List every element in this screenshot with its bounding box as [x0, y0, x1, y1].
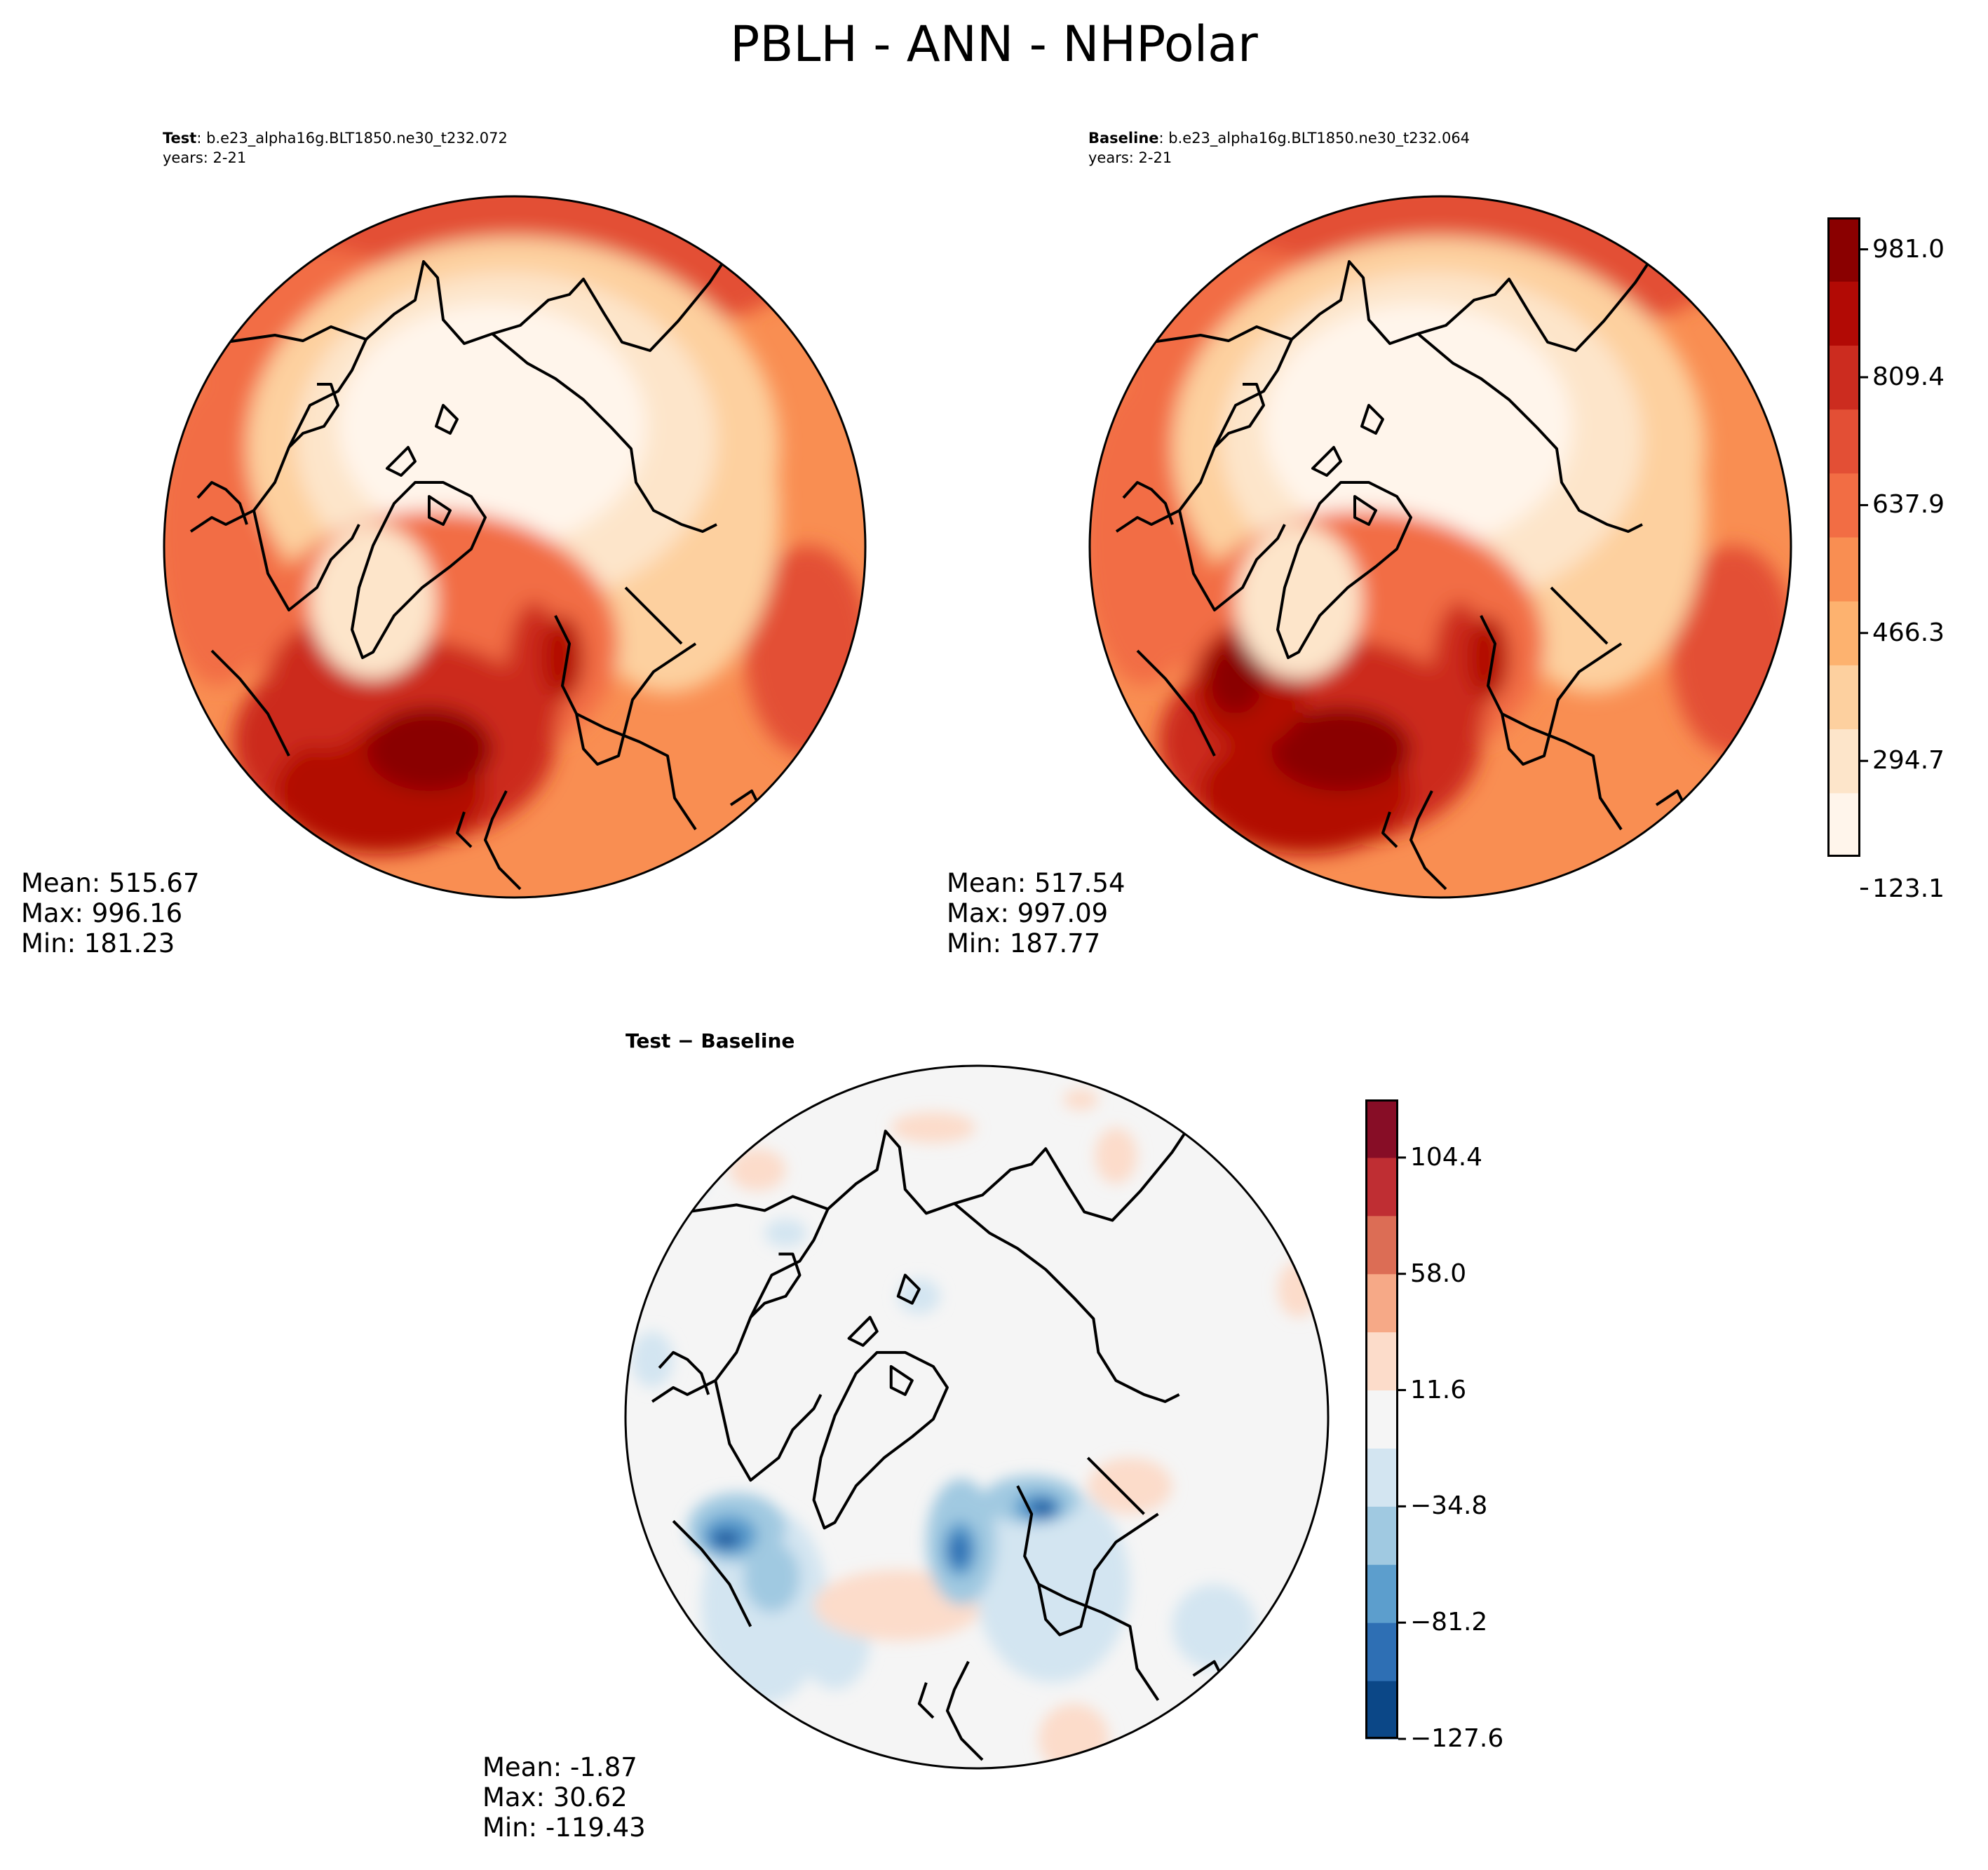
baseline-map	[1088, 195, 1792, 899]
field-colorbar-tick-label: 809.4	[1872, 363, 1945, 391]
diff-colorbar-segment	[1365, 1157, 1398, 1217]
diff-colorbar-tick-label: 11.6	[1410, 1375, 1467, 1404]
field-colorbar-segment	[1827, 217, 1860, 282]
diff-colorbar-tick-label: −81.2	[1410, 1608, 1488, 1637]
baseline-mean: Mean: 517.54	[947, 868, 1125, 898]
test-mean: Mean: 515.67	[21, 868, 200, 898]
baseline-min: Min: 187.77	[947, 928, 1101, 958]
field-colorbar-tick-label: 294.7	[1872, 746, 1945, 775]
field-colorbar-tick-label: 981.0	[1872, 234, 1945, 264]
baseline-stats: Mean: 517.54 Max: 997.09 Min: 187.77	[947, 868, 1125, 958]
field-colorbar-tick-label: 637.9	[1872, 490, 1945, 520]
baseline-case-name: : b.e23_alpha16g.BLT1850.ne30_t232.064	[1158, 130, 1470, 147]
test-map	[163, 195, 867, 899]
diff-colorbar-segment	[1365, 1099, 1398, 1158]
baseline-label: Baseline	[1088, 130, 1159, 147]
diff-colorbar-segment	[1365, 1390, 1398, 1449]
diff-colorbar-tick-label: 104.4	[1410, 1142, 1483, 1172]
figure-title: PBLH - ANN - NHPolar	[730, 15, 1258, 73]
diff-colorbar-segment	[1365, 1506, 1398, 1565]
field-colorbar-segment	[1827, 792, 1860, 858]
field-colorbar-segment	[1827, 281, 1860, 346]
diff-colorbar-tick-label: 58.0	[1410, 1259, 1467, 1288]
field-colorbar-segment	[1827, 665, 1860, 730]
diff-max: Max: 30.62	[482, 1782, 628, 1813]
test-stats: Mean: 515.67 Max: 996.16 Min: 181.23	[21, 868, 200, 958]
field-colorbar-tick-label: 123.1	[1872, 874, 1945, 903]
field-colorbar-segment	[1827, 729, 1860, 794]
field-colorbar	[1827, 217, 1868, 890]
diff-colorbar-segment	[1365, 1681, 1398, 1740]
field-colorbar-tick-label: 466.3	[1872, 618, 1945, 647]
test-min: Min: 181.23	[21, 928, 175, 958]
diff-colorbar-segment	[1365, 1273, 1398, 1333]
diff-colorbar-segment	[1365, 1564, 1398, 1623]
diff-colorbar	[1365, 1099, 1406, 1740]
diff-colorbar-segment	[1365, 1332, 1398, 1391]
test-panel-title: Test: b.e23_alpha16g.BLT1850.ne30_t232.0…	[163, 128, 508, 168]
diff-colorbar-segment	[1365, 1215, 1398, 1275]
test-years: years: 2-21	[163, 149, 247, 166]
field-colorbar-segment	[1827, 409, 1860, 474]
field-colorbar-segment	[1827, 345, 1860, 410]
diff-colorbar-tick-label: −127.6	[1410, 1724, 1504, 1753]
diff-mean: Mean: -1.87	[482, 1752, 637, 1782]
diff-panel-title: Test − Baseline	[626, 1029, 795, 1052]
diff-map	[624, 1064, 1330, 1770]
diff-colorbar-segment	[1365, 1622, 1398, 1681]
diff-stats: Mean: -1.87 Max: 30.62 Min: -119.43	[482, 1752, 646, 1843]
test-label: Test	[163, 130, 197, 147]
diff-min: Min: -119.43	[482, 1813, 646, 1843]
baseline-max: Max: 997.09	[947, 898, 1109, 928]
baseline-panel-title: Baseline: b.e23_alpha16g.BLT1850.ne30_t2…	[1088, 128, 1470, 168]
test-max: Max: 996.16	[21, 898, 183, 928]
field-colorbar-segment	[1827, 537, 1860, 602]
baseline-years: years: 2-21	[1088, 149, 1172, 166]
diff-colorbar-tick-label: −34.8	[1410, 1491, 1488, 1521]
field-colorbar-segment	[1827, 473, 1860, 538]
test-case-name: : b.e23_alpha16g.BLT1850.ne30_t232.072	[196, 130, 508, 147]
field-colorbar-segment	[1827, 601, 1860, 665]
diff-colorbar-segment	[1365, 1448, 1398, 1507]
